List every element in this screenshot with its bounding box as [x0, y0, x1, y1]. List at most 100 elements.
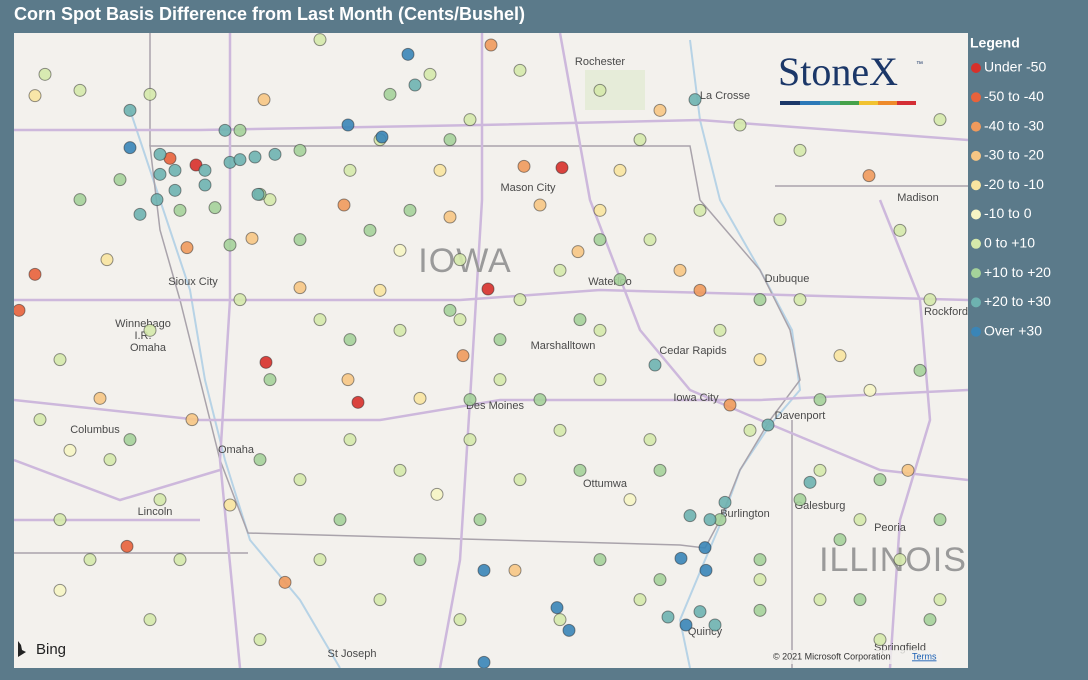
elevator-point: [53, 583, 67, 597]
logo-mark: ™: [916, 61, 923, 68]
elevator-point: [180, 241, 194, 255]
elevator-point: [153, 493, 167, 507]
city-label: Rockford: [924, 306, 968, 318]
elevator-point: [493, 373, 507, 387]
elevator-point: [153, 167, 167, 181]
elevator-point: [456, 349, 470, 363]
road: [14, 118, 968, 142]
elevator-point: [443, 210, 457, 224]
elevator-point: [484, 38, 498, 52]
elevator-point: [513, 63, 527, 77]
elevator-point: [313, 33, 327, 47]
elevator-point: [863, 383, 877, 397]
elevator-point: [753, 553, 767, 567]
legend-swatch: [971, 238, 981, 249]
elevator-point: [251, 187, 265, 201]
elevator-point: [375, 130, 389, 144]
elevator-point: [93, 391, 107, 405]
logo-bar: [897, 101, 916, 105]
elevator-point: [433, 163, 447, 177]
elevator-point: [613, 273, 627, 287]
road: [558, 33, 968, 482]
elevator-point: [693, 203, 707, 217]
road: [14, 288, 968, 302]
elevator-point: [28, 89, 42, 103]
elevator-point: [413, 391, 427, 405]
elevator-point: [723, 398, 737, 412]
elevator-point: [703, 513, 717, 527]
elevator-point: [53, 513, 67, 527]
city-label: Galesburg: [795, 500, 846, 512]
elevator-point: [393, 243, 407, 257]
legend-label: Over +30: [984, 322, 1042, 338]
elevator-point: [593, 373, 607, 387]
elevator-point: [341, 118, 355, 132]
city-label: Omaha: [218, 444, 255, 456]
elevator-point: [293, 233, 307, 247]
elevator-point: [33, 413, 47, 427]
terms-link[interactable]: Terms: [912, 651, 937, 661]
elevator-point: [913, 363, 927, 377]
title: Corn Spot Basis Difference from Last Mon…: [14, 4, 525, 24]
bing-label: Bing: [36, 641, 66, 658]
elevator-point: [708, 618, 722, 632]
elevator-point: [803, 475, 817, 489]
elevator-point: [233, 293, 247, 307]
legend-label: -50 to -40: [984, 88, 1044, 104]
elevator-point: [688, 93, 702, 107]
legend-label: 0 to +10: [984, 235, 1035, 251]
elevator-point: [313, 553, 327, 567]
region-label: ILLINOIS: [819, 541, 967, 579]
elevator-point: [508, 563, 522, 577]
elevator-point: [693, 283, 707, 297]
elevator-point: [453, 613, 467, 627]
elevator-point: [113, 173, 127, 187]
elevator-point: [463, 113, 477, 127]
elevator-point: [674, 551, 688, 565]
elevator-point: [343, 433, 357, 447]
elevator-point: [901, 463, 915, 477]
legend-label: -40 to -30: [984, 117, 1044, 133]
elevator-point: [123, 103, 137, 117]
elevator-point: [643, 233, 657, 247]
city-label: Winnebago: [115, 318, 171, 330]
legend-swatch: [971, 121, 981, 132]
elevator-point: [648, 358, 662, 372]
elevator-point: [813, 593, 827, 607]
legend-swatch: [971, 268, 981, 279]
city-label: Marshalltown: [531, 340, 596, 352]
city-label: Iowa City: [673, 392, 719, 404]
elevator-point: [793, 293, 807, 307]
elevator-point: [653, 573, 667, 587]
city-label: Sioux City: [168, 276, 218, 288]
elevator-point: [253, 633, 267, 647]
elevator-point: [83, 553, 97, 567]
elevator-point: [233, 123, 247, 137]
legend-title: Legend: [970, 35, 1020, 51]
elevator-point: [893, 553, 907, 567]
elevator-point: [773, 213, 787, 227]
elevator-point: [173, 553, 187, 567]
elevator-point: [120, 539, 134, 553]
elevator-point: [933, 513, 947, 527]
elevator-point: [761, 418, 775, 432]
elevator-point: [53, 353, 67, 367]
city-label: Ottumwa: [583, 478, 628, 490]
elevator-point: [753, 603, 767, 617]
elevator-point: [351, 395, 365, 409]
elevator-point: [408, 78, 422, 92]
elevator-point: [933, 593, 947, 607]
elevator-point: [513, 473, 527, 487]
elevator-point: [593, 203, 607, 217]
elevator-point: [550, 601, 564, 615]
elevator-point: [562, 623, 576, 637]
city-label: Dubuque: [765, 273, 810, 285]
logo-text: StoneX: [778, 49, 898, 94]
elevator-point: [923, 613, 937, 627]
legend-label: +20 to +30: [984, 293, 1051, 309]
logo-bar: [878, 101, 897, 105]
legend-label: -20 to -10: [984, 176, 1044, 192]
elevator-point: [168, 163, 182, 177]
legend-label: Under -50: [984, 59, 1046, 75]
